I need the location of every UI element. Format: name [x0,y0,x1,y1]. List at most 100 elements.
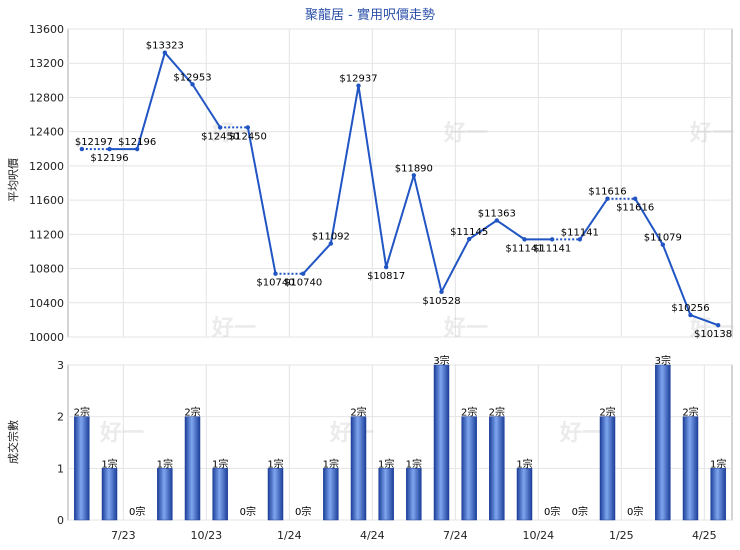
price-data-label: $11363 [478,208,516,219]
price-point [107,146,112,152]
price-point [273,271,278,276]
price-data-label: $11141 [533,243,571,254]
price-point [439,289,444,295]
price-point [577,237,583,242]
price-tick-label: 12000 [29,160,64,173]
price-line-segment [164,52,194,86]
price-point [466,236,472,242]
volume-data-label: 0宗 [129,505,145,518]
price-point [411,173,417,178]
price-point [356,83,361,88]
volume-axis-label: 成交宗數 [6,420,20,464]
volume-data-label: 3宗 [433,354,449,367]
price-data-label: $11079 [644,233,682,244]
volume-data-label: 0宗 [295,505,311,518]
price-data-label: $10740 [284,278,322,289]
price-tick-label: 13600 [29,23,64,36]
price-plot-area [67,28,733,338]
price-point [134,146,140,152]
price-data-label: $12953 [173,72,211,83]
price-point [688,312,693,318]
price-point [162,50,168,55]
volume-bar [184,416,201,521]
volume-data-label: 1宗 [157,457,173,470]
price-point [383,264,389,270]
volume-bar [157,468,173,521]
price-line-segment [690,314,719,327]
volume-data-label: 3宗 [655,354,671,367]
price-tick-label: 12400 [29,126,64,139]
volume-bar [350,416,367,521]
x-tick-label: 10/24 [522,529,554,542]
volume-data-label: 0宗 [240,505,256,518]
price-point [549,237,555,242]
watermark-text: 好一 [559,420,604,446]
price-point [605,196,610,201]
volume-data-label: 2宗 [599,406,615,419]
volume-bar [323,468,339,521]
price-data-label: $11141 [561,227,599,238]
price-line-segment [357,85,388,268]
volume-bar [655,364,671,521]
x-tick-label: 4/25 [692,529,717,542]
price-point [522,237,527,242]
price-point [715,322,721,328]
volume-tick-label: 2 [57,411,64,424]
volume-data-label: 1宗 [406,457,422,470]
volume-tick-label: 0 [57,514,64,527]
volume-data-label: 1宗 [378,457,394,470]
x-tick-label: 1/24 [277,529,302,542]
volume-data-label: 1宗 [323,457,339,470]
volume-data-label: 0宗 [572,505,588,518]
price-tick-label: 12800 [29,91,64,104]
chart-title: 聚龍居 - 實用呎價走勢 [305,7,435,23]
price-data-label: $10138 [694,329,732,340]
volume-bar [599,416,616,521]
volume-bar [212,468,228,521]
price-point [300,271,306,276]
price-point [328,241,334,246]
price-data-label: $12450 [229,131,267,142]
watermark-text: 好一 [689,120,734,146]
watermark-text: 好一 [99,420,144,446]
price-data-label: $11145 [450,227,488,238]
price-data-label: $11141 [505,243,543,254]
volume-bar [74,416,90,521]
volume-bar [406,468,422,521]
price-point [245,125,251,130]
volume-data-label: 2宗 [74,406,90,419]
volume-tick-label: 1 [57,462,64,475]
price-line-segment [385,175,415,268]
price-line-segment [440,238,471,293]
x-tick-label: 10/23 [190,529,222,542]
volume-data-label: 0宗 [544,505,560,518]
volume-tick-label: 3 [57,359,64,372]
price-tick-label: 11200 [29,228,64,241]
x-tick-label: 7/24 [443,529,468,542]
price-line-segment [136,52,166,150]
price-line-segment [329,85,360,244]
volume-data-label: 1宗 [101,457,117,470]
price-tick-label: 10800 [29,263,64,276]
price-line-segment [191,83,222,128]
price-data-label: $12937 [339,74,377,85]
price-data-label: $10256 [671,303,709,314]
x-tick-label: 1/25 [609,529,634,542]
volume-data-label: 2宗 [350,406,366,419]
price-data-label: $10740 [256,278,294,289]
price-line-segment [661,244,692,316]
volume-data-label: 1宗 [516,457,532,470]
price-point [632,196,638,201]
price-line-segment [468,219,498,240]
price-data-label: $11092 [312,232,350,243]
volume-bar [378,468,394,521]
price-point [660,242,666,247]
price-line-segment [412,175,443,293]
price-line-segment [302,242,332,275]
price-point [79,146,85,152]
price-line-segment [579,198,609,240]
price-data-label: $12196 [118,137,156,148]
volume-data-label: 2宗 [489,406,505,419]
x-tick-label: 4/24 [360,529,385,542]
